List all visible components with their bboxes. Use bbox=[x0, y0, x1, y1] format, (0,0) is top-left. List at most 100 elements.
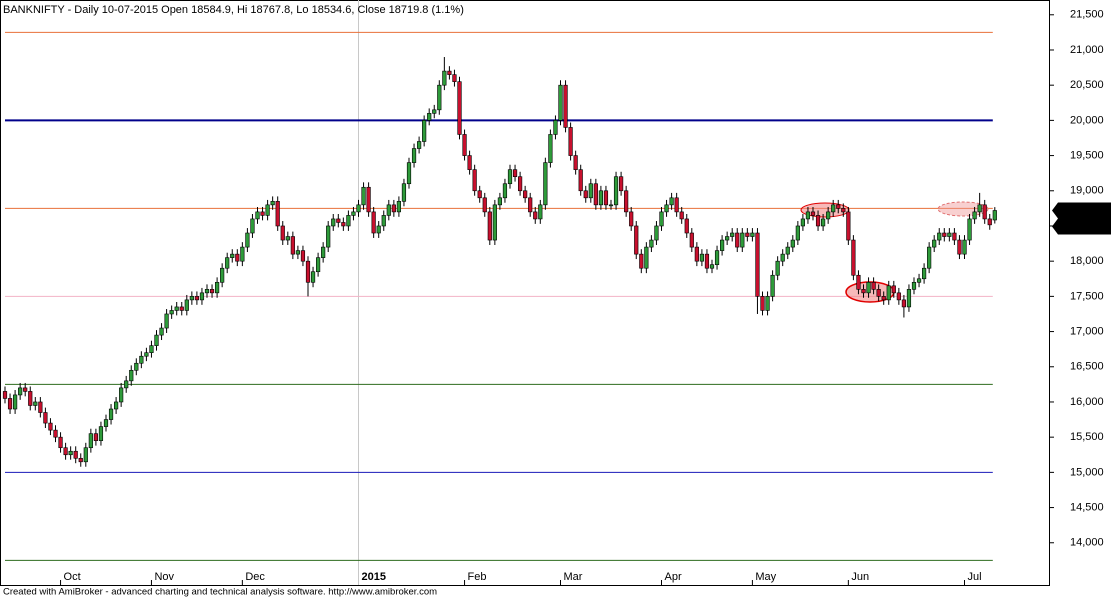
candle-body bbox=[957, 239, 962, 255]
candle-body bbox=[517, 176, 523, 192]
candle-body bbox=[290, 236, 295, 255]
candle-body bbox=[336, 218, 341, 223]
y-tick-label: 20,500 bbox=[1070, 79, 1104, 91]
candle-body bbox=[790, 239, 795, 248]
candle-body bbox=[2, 391, 8, 399]
candle-body bbox=[422, 120, 427, 142]
candle-body bbox=[947, 232, 952, 237]
candle-body bbox=[124, 380, 129, 389]
candle-body bbox=[598, 190, 603, 206]
candle-body bbox=[775, 260, 780, 276]
y-tick-label: 21,500 bbox=[1070, 9, 1104, 21]
candle-body bbox=[906, 289, 912, 308]
price-badge bbox=[1052, 218, 1111, 235]
candle-body bbox=[851, 239, 856, 276]
candle-body bbox=[93, 433, 98, 441]
candle-body bbox=[548, 134, 553, 163]
candle-body bbox=[674, 197, 679, 213]
candle-body bbox=[139, 355, 144, 364]
candle-body bbox=[543, 162, 548, 206]
candle-body bbox=[538, 204, 543, 220]
candle-body bbox=[457, 81, 462, 135]
candle-body bbox=[285, 236, 290, 241]
candle-body bbox=[447, 70, 452, 75]
candle-body bbox=[477, 190, 482, 199]
y-tick-label: 16,000 bbox=[1070, 396, 1104, 408]
candle-body bbox=[962, 239, 967, 255]
candle-body bbox=[184, 299, 189, 311]
candle-body bbox=[876, 289, 881, 297]
candle-body bbox=[886, 285, 891, 301]
candle-body bbox=[174, 306, 179, 311]
candle-body bbox=[225, 257, 230, 269]
y-tick-label: 15,500 bbox=[1070, 431, 1104, 443]
candle-body bbox=[437, 84, 442, 111]
candle-body bbox=[98, 426, 104, 441]
candle-body bbox=[502, 183, 508, 199]
candle-body bbox=[780, 253, 785, 262]
candle-body bbox=[654, 225, 659, 241]
x-tick-label: Dec bbox=[245, 571, 265, 583]
candle-body bbox=[512, 169, 518, 177]
candle-body bbox=[618, 176, 624, 192]
candle-body bbox=[48, 422, 53, 431]
candle-body bbox=[179, 306, 184, 311]
candle-body bbox=[765, 296, 770, 311]
y-tick-label: 17,500 bbox=[1070, 290, 1104, 302]
y-tick-label: 16,500 bbox=[1070, 361, 1104, 373]
candle-body bbox=[58, 436, 63, 449]
candle-body bbox=[33, 401, 38, 406]
candle-body bbox=[634, 225, 639, 255]
candle-body bbox=[245, 232, 250, 248]
candle-body bbox=[815, 215, 821, 227]
x-tick-label: Apr bbox=[665, 571, 682, 583]
candle-body bbox=[669, 197, 674, 206]
y-tick-label: 20,000 bbox=[1070, 114, 1104, 126]
candle-body bbox=[866, 281, 871, 294]
candle-body bbox=[472, 169, 477, 192]
price-badge-label: 18,719.8 bbox=[1062, 204, 1105, 216]
candle-body bbox=[23, 387, 28, 392]
candle-body bbox=[770, 274, 775, 297]
candle-body bbox=[608, 204, 614, 207]
candle-body bbox=[366, 186, 371, 213]
candle-body bbox=[119, 387, 124, 403]
candle-body bbox=[482, 197, 487, 213]
candle-body bbox=[533, 211, 538, 220]
y-tick-label: 17,000 bbox=[1070, 325, 1104, 337]
candle-body bbox=[467, 155, 472, 170]
candle-body bbox=[689, 232, 694, 248]
candle-body bbox=[260, 211, 265, 216]
candle-body bbox=[568, 127, 573, 156]
candle-body bbox=[411, 148, 417, 163]
candle-body bbox=[43, 412, 48, 424]
candle-body bbox=[391, 204, 396, 213]
candle-body bbox=[492, 204, 497, 241]
candle-body bbox=[624, 190, 629, 213]
candle-body bbox=[810, 211, 816, 216]
candle-body bbox=[664, 204, 669, 213]
candle-body bbox=[230, 253, 235, 258]
candle-body bbox=[507, 169, 513, 185]
candle-body bbox=[427, 113, 432, 121]
footer: Created with AmiBroker - advanced charti… bbox=[3, 587, 437, 598]
candle-body bbox=[401, 183, 407, 202]
candle-body bbox=[18, 387, 23, 396]
candle-body bbox=[169, 310, 174, 315]
candle-body bbox=[381, 215, 386, 227]
candle-body bbox=[144, 352, 149, 357]
x-tick-label: Jul bbox=[968, 571, 982, 583]
candle-body bbox=[846, 211, 851, 241]
candle-body bbox=[785, 246, 790, 255]
candle-body bbox=[300, 250, 306, 262]
candle-body bbox=[730, 232, 735, 237]
candle-body bbox=[270, 201, 275, 206]
candle-body bbox=[826, 211, 831, 220]
candle-body bbox=[639, 253, 644, 269]
candle-body bbox=[992, 210, 997, 221]
x-tick-label: Oct bbox=[64, 571, 81, 583]
candle-body bbox=[53, 429, 58, 438]
candle-body bbox=[78, 457, 83, 463]
candle-body bbox=[371, 211, 376, 234]
